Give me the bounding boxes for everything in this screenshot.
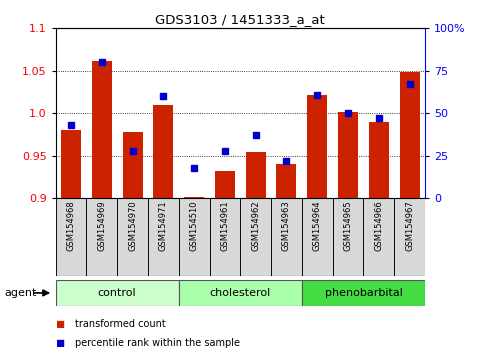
Bar	[302, 280, 425, 306]
Text: ◼: ◼	[56, 319, 65, 329]
Bar	[307, 96, 327, 198]
Title: GDS3103 / 1451333_a_at: GDS3103 / 1451333_a_at	[156, 13, 325, 26]
Text: GSM154966: GSM154966	[374, 201, 384, 251]
Bar	[276, 164, 297, 198]
Bar	[271, 198, 302, 276]
Bar	[148, 198, 179, 276]
Bar	[184, 196, 204, 198]
Text: GSM154967: GSM154967	[405, 201, 414, 251]
Bar	[117, 198, 148, 276]
Text: ◼: ◼	[56, 338, 65, 348]
Bar	[240, 198, 271, 276]
Bar	[364, 198, 394, 276]
Text: transformed count: transformed count	[75, 319, 166, 329]
Text: GSM154970: GSM154970	[128, 201, 137, 251]
Text: GSM154969: GSM154969	[97, 201, 106, 251]
Text: control: control	[98, 288, 136, 298]
Bar	[246, 152, 266, 198]
Text: GSM154968: GSM154968	[67, 201, 75, 251]
Text: phenobarbital: phenobarbital	[325, 288, 402, 298]
Bar	[399, 73, 420, 198]
Bar	[179, 198, 210, 276]
Bar	[56, 280, 179, 306]
Bar	[61, 130, 81, 198]
Bar	[302, 198, 333, 276]
Bar	[338, 112, 358, 198]
Bar	[333, 198, 364, 276]
Text: percentile rank within the sample: percentile rank within the sample	[75, 338, 240, 348]
Bar	[369, 122, 389, 198]
Bar	[215, 171, 235, 198]
Bar	[179, 280, 302, 306]
Bar	[92, 61, 112, 198]
Bar	[210, 198, 240, 276]
Text: GSM154961: GSM154961	[220, 201, 229, 251]
Text: GSM154510: GSM154510	[190, 201, 199, 251]
Text: GSM154964: GSM154964	[313, 201, 322, 251]
Text: agent: agent	[5, 288, 37, 298]
Bar	[86, 198, 117, 276]
Text: GSM154963: GSM154963	[282, 201, 291, 251]
Text: GSM154962: GSM154962	[251, 201, 260, 251]
Bar	[153, 105, 173, 198]
Bar	[394, 198, 425, 276]
Text: GSM154971: GSM154971	[159, 201, 168, 251]
Bar	[56, 198, 86, 276]
Bar	[123, 132, 142, 198]
Text: cholesterol: cholesterol	[210, 288, 271, 298]
Text: GSM154965: GSM154965	[343, 201, 353, 251]
